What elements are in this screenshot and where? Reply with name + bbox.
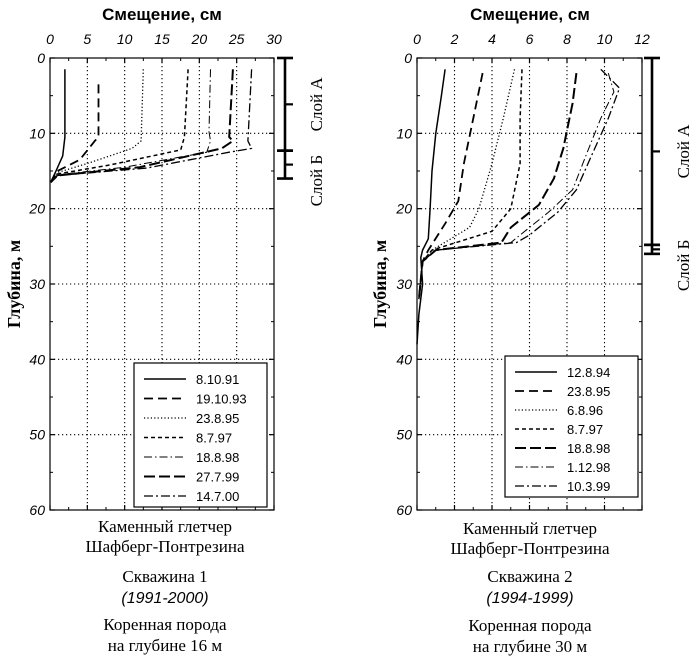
y-tick-label: 10 — [29, 125, 45, 141]
caption-line: (1994-1999) — [486, 590, 573, 607]
legend-label: 18.8.98 — [567, 441, 610, 456]
chart-1: Смещение, см 0 5 10 15 20 25 30 0 10 20 30 40 50 60 Глу… — [4, 5, 326, 655]
legend-label: 1.12.98 — [567, 460, 610, 475]
y-tick-label: 50 — [29, 427, 45, 443]
y-tick-label: 30 — [396, 276, 412, 292]
y-tick-label: 40 — [29, 351, 45, 367]
x-tick-label: 2 — [450, 31, 459, 47]
layer-label: Слой А — [307, 77, 326, 132]
y-axis-label: Глубина, м — [4, 240, 24, 328]
legend-label: 14.7.00 — [196, 489, 239, 504]
legend-label: 23.8.95 — [567, 384, 610, 399]
legend-label: 12.8.94 — [567, 365, 610, 380]
legend-box — [133, 362, 268, 508]
caption-line: на глубине 30 м — [473, 637, 588, 656]
x-tick-label: 5 — [83, 31, 91, 47]
caption-line: Коренная порода — [103, 615, 227, 634]
y-tick-label: 50 — [396, 427, 412, 443]
legend-label: 19.10.93 — [196, 392, 247, 407]
legend-label: 8.7.97 — [567, 422, 603, 437]
x-tick-label: 12 — [634, 31, 650, 47]
x-tick-label: 15 — [154, 31, 170, 47]
series-group — [416, 68, 621, 345]
legend-label: 6.8.96 — [567, 403, 603, 418]
chart-2: Смещение, см 0 2 4 6 8 10 12 0 10 20 30 40 50 60 Глубин… — [370, 5, 693, 656]
legend-label: 18.8.98 — [196, 450, 239, 465]
series-line-12.8.94 — [416, 69, 446, 345]
y-tick-label: 40 — [396, 351, 412, 367]
x-tick-label: 20 — [191, 31, 208, 47]
series-line-8.7.97 — [50, 69, 189, 183]
series-line-19.10.93 — [49, 84, 100, 183]
x-tick-label: 10 — [597, 31, 613, 47]
legend-label: 8.7.97 — [196, 431, 232, 446]
x-tick-label: 25 — [228, 31, 245, 47]
layer-label: Слой Б — [307, 155, 326, 206]
series-line-1.12.98 — [418, 72, 615, 300]
legend: 8.10.91 19.10.93 23.8.95 8.7.97 18.8.98 27.7.… — [133, 362, 268, 508]
y-tick-label: 20 — [395, 201, 412, 217]
legend-label: 10.3.99 — [567, 479, 610, 494]
y-tick-label: 10 — [396, 125, 412, 141]
chart-title: Смещение, см — [102, 5, 222, 24]
series-line-18.8.98 — [417, 72, 578, 300]
layer-brackets: Слой А Слой Б — [644, 56, 693, 291]
legend-label: 8.10.91 — [196, 372, 239, 387]
layer-label: Слой А — [674, 124, 693, 179]
x-tick-label: 30 — [266, 31, 282, 47]
x-tick-label: 6 — [526, 31, 534, 47]
series-line-27.7.99 — [49, 69, 234, 184]
x-tick-label: 8 — [563, 31, 571, 47]
y-axis-label: Глубина, м — [370, 240, 390, 328]
caption-line: Каменный глетчер — [463, 519, 597, 538]
y-tick-label: 0 — [37, 50, 45, 66]
layer-label: Слой Б — [674, 240, 693, 291]
caption-line: Скважина 1 — [122, 567, 207, 586]
y-tick-label: 0 — [404, 50, 412, 66]
caption-line: на глубине 16 м — [108, 636, 223, 655]
series-line-6.8.96 — [418, 69, 516, 300]
x-tick-label: 0 — [46, 31, 54, 47]
layer-brackets: Слой А Слой Б — [277, 56, 326, 206]
chart-title: Смещение, см — [470, 5, 590, 24]
y-tick-label: 60 — [396, 502, 412, 518]
caption-line: (1991-2000) — [121, 590, 208, 607]
legend-label: 23.8.95 — [196, 411, 239, 426]
series-group — [49, 69, 253, 184]
series-line-14.7.00 — [50, 69, 253, 183]
legend: 12.8.94 23.8.95 6.8.96 8.7.97 18.8.98 1.12.98… — [504, 355, 639, 498]
x-tick-label: 10 — [117, 31, 133, 47]
legend-label: 27.7.99 — [196, 470, 239, 485]
y-tick-label: 30 — [29, 276, 45, 292]
series-line-18.8.98 — [50, 69, 211, 183]
y-tick-label: 20 — [28, 201, 45, 217]
x-tick-label: 0 — [413, 31, 421, 47]
series-line-23.8.95 — [418, 72, 484, 300]
caption-line: Каменный глетчер — [98, 517, 232, 536]
x-tick-label: 4 — [488, 31, 496, 47]
series-line-10.3.99 — [418, 68, 621, 300]
series-line-8.10.91 — [50, 69, 66, 183]
caption-line: Скважина 2 — [487, 567, 572, 586]
caption-line: Шафберг-Понтрезина — [85, 537, 244, 556]
y-tick-label: 60 — [29, 502, 45, 518]
series-line-23.8.95 — [50, 69, 144, 183]
caption-line: Шафберг-Понтрезина — [450, 539, 609, 558]
series-line-8.7.97 — [418, 69, 523, 300]
caption-line: Коренная порода — [468, 616, 592, 635]
legend-box — [504, 355, 639, 498]
